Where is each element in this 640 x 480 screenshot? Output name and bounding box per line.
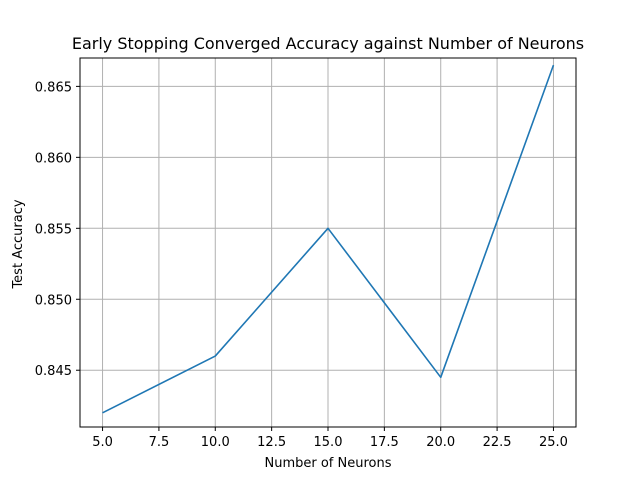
- x-tick-label: 10.0: [201, 435, 230, 450]
- x-tick-label: 5.0: [92, 435, 113, 450]
- x-tick-label: 17.5: [370, 435, 399, 450]
- x-tick-label: 12.5: [257, 435, 286, 450]
- x-tick-label: 22.5: [483, 435, 512, 450]
- x-tick-label: 15.0: [314, 435, 343, 450]
- y-tick-label: 0.860: [35, 151, 72, 166]
- x-tick-label: 25.0: [539, 435, 568, 450]
- x-tick-label: 7.5: [149, 435, 170, 450]
- x-axis-label: Number of Neurons: [264, 456, 391, 471]
- series-layer: [102, 64, 555, 414]
- y-tick-label: 0.850: [35, 293, 72, 308]
- chart-title: Early Stopping Converged Accuracy agains…: [72, 34, 584, 53]
- y-axis: 0.845 0.850 0.855 0.860 0.865: [35, 80, 80, 379]
- y-tick-label: 0.865: [35, 80, 72, 95]
- y-tick-label: 0.855: [35, 222, 72, 237]
- grid: [80, 58, 576, 427]
- x-axis: 5.0 7.5 10.0 12.5 15.0 17.5 20.0 22.5 25.0: [92, 427, 568, 450]
- x-tick-label: 20.0: [426, 435, 455, 450]
- y-axis-label: Test Accuracy: [11, 199, 26, 289]
- y-tick-label: 0.845: [35, 364, 72, 379]
